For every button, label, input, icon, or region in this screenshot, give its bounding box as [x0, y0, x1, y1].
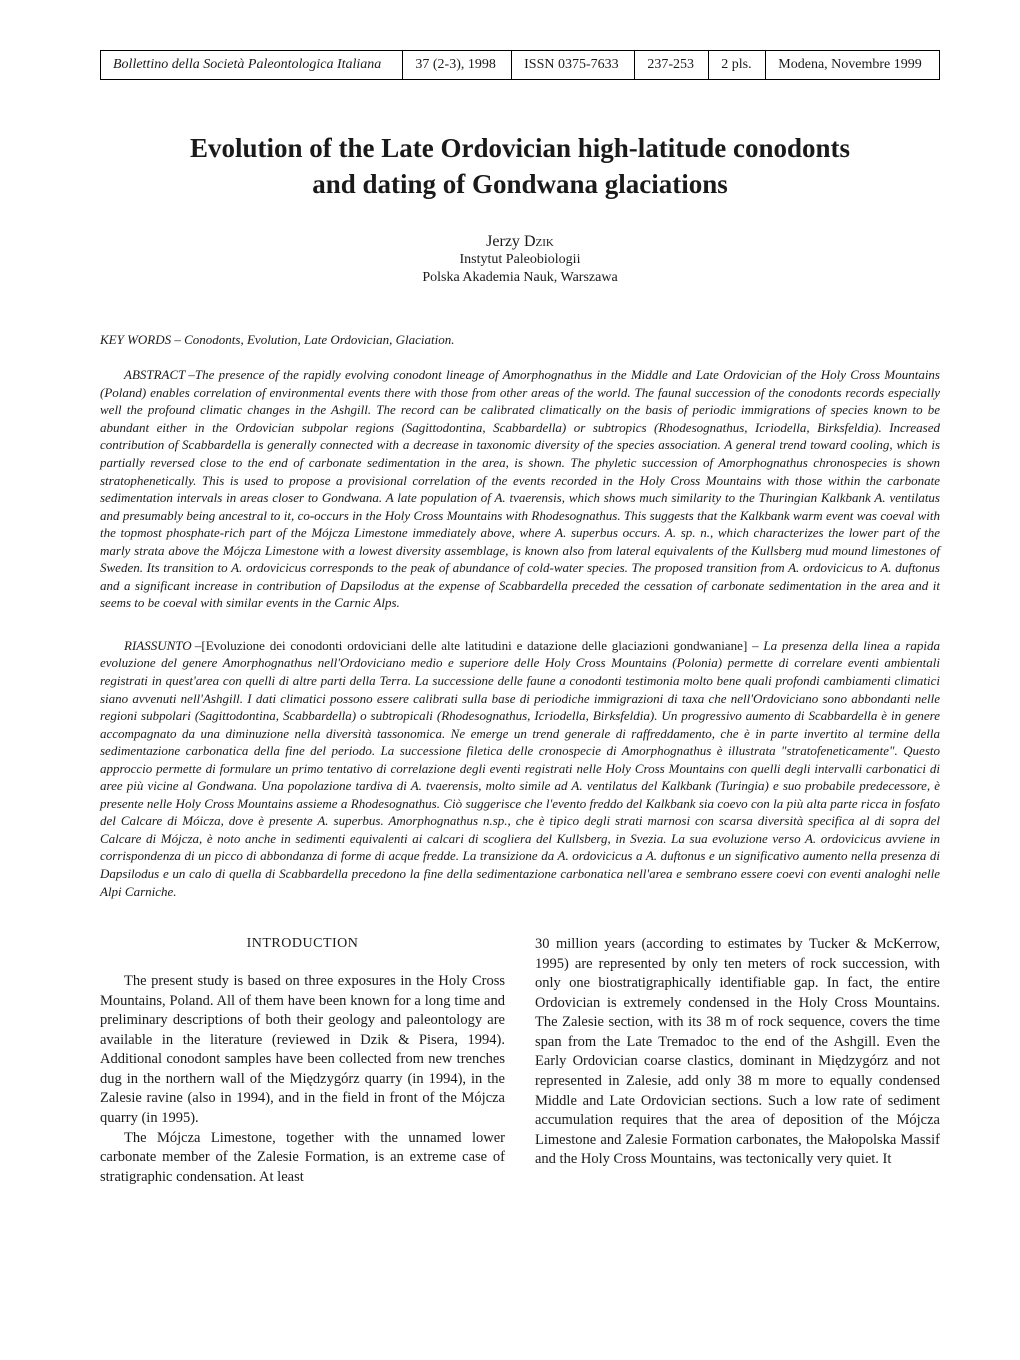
intro-paragraph-2: The Mójcza Limestone, together with the … — [100, 1129, 505, 1188]
riassunto-label: RIASSUNTO – — [124, 638, 201, 653]
issn-cell: ISSN 0375-7633 — [512, 51, 635, 80]
keywords-text: Conodonts, Evolution, Late Ordovician, G… — [184, 332, 454, 347]
author-name: Jerzy Dzik — [100, 233, 940, 251]
plates-cell: 2 pls. — [709, 51, 766, 80]
riassunto-bracket: [Evoluzione dei conodonti ordoviciani de… — [201, 638, 763, 653]
journal-header-table: Bollettino della Società Paleontologica … — [100, 50, 940, 80]
title-line-2: and dating of Gondwana glaciations — [312, 169, 728, 199]
pages-cell: 237-253 — [635, 51, 709, 80]
left-column: INTRODUCTION The present study is based … — [100, 935, 505, 1187]
keywords-line: KEY WORDS – Conodonts, Evolution, Late O… — [100, 332, 940, 348]
journal-name-cell: Bollettino della Società Paleontologica … — [101, 51, 403, 80]
author-firstname: Jerzy — [486, 233, 524, 250]
right-column: 30 million years (according to estimates… — [535, 935, 940, 1187]
body-columns: INTRODUCTION The present study is based … — [100, 935, 940, 1187]
paper-title: Evolution of the Late Ordovician high-la… — [130, 130, 910, 203]
place-date-cell: Modena, Novembre 1999 — [766, 51, 940, 80]
abstract-text: The presence of the rapidly evolving con… — [100, 367, 940, 610]
abstract-block: ABSTRACT – The presence of the rapidly e… — [100, 366, 940, 612]
abstract-label: ABSTRACT – — [124, 367, 195, 382]
author-lastname: Dzik — [524, 233, 554, 250]
author-block: Jerzy Dzik Instytut Paleobiologii Polska… — [100, 233, 940, 287]
author-affiliation-1: Instytut Paleobiologii — [100, 251, 940, 269]
introduction-heading: INTRODUCTION — [100, 935, 505, 954]
title-line-1: Evolution of the Late Ordovician high-la… — [190, 133, 850, 163]
volume-cell: 37 (2-3), 1998 — [403, 51, 512, 80]
riassunto-block: RIASSUNTO – [Evoluzione dei conodonti or… — [100, 637, 940, 900]
intro-paragraph-right-1: 30 million years (according to estimates… — [535, 935, 940, 1170]
keywords-label: KEY WORDS – — [100, 332, 184, 347]
intro-paragraph-1: The present study is based on three expo… — [100, 972, 505, 1129]
author-affiliation-2: Polska Akademia Nauk, Warszawa — [100, 269, 940, 287]
riassunto-text: La presenza della linea a rapida evoluzi… — [100, 638, 940, 899]
